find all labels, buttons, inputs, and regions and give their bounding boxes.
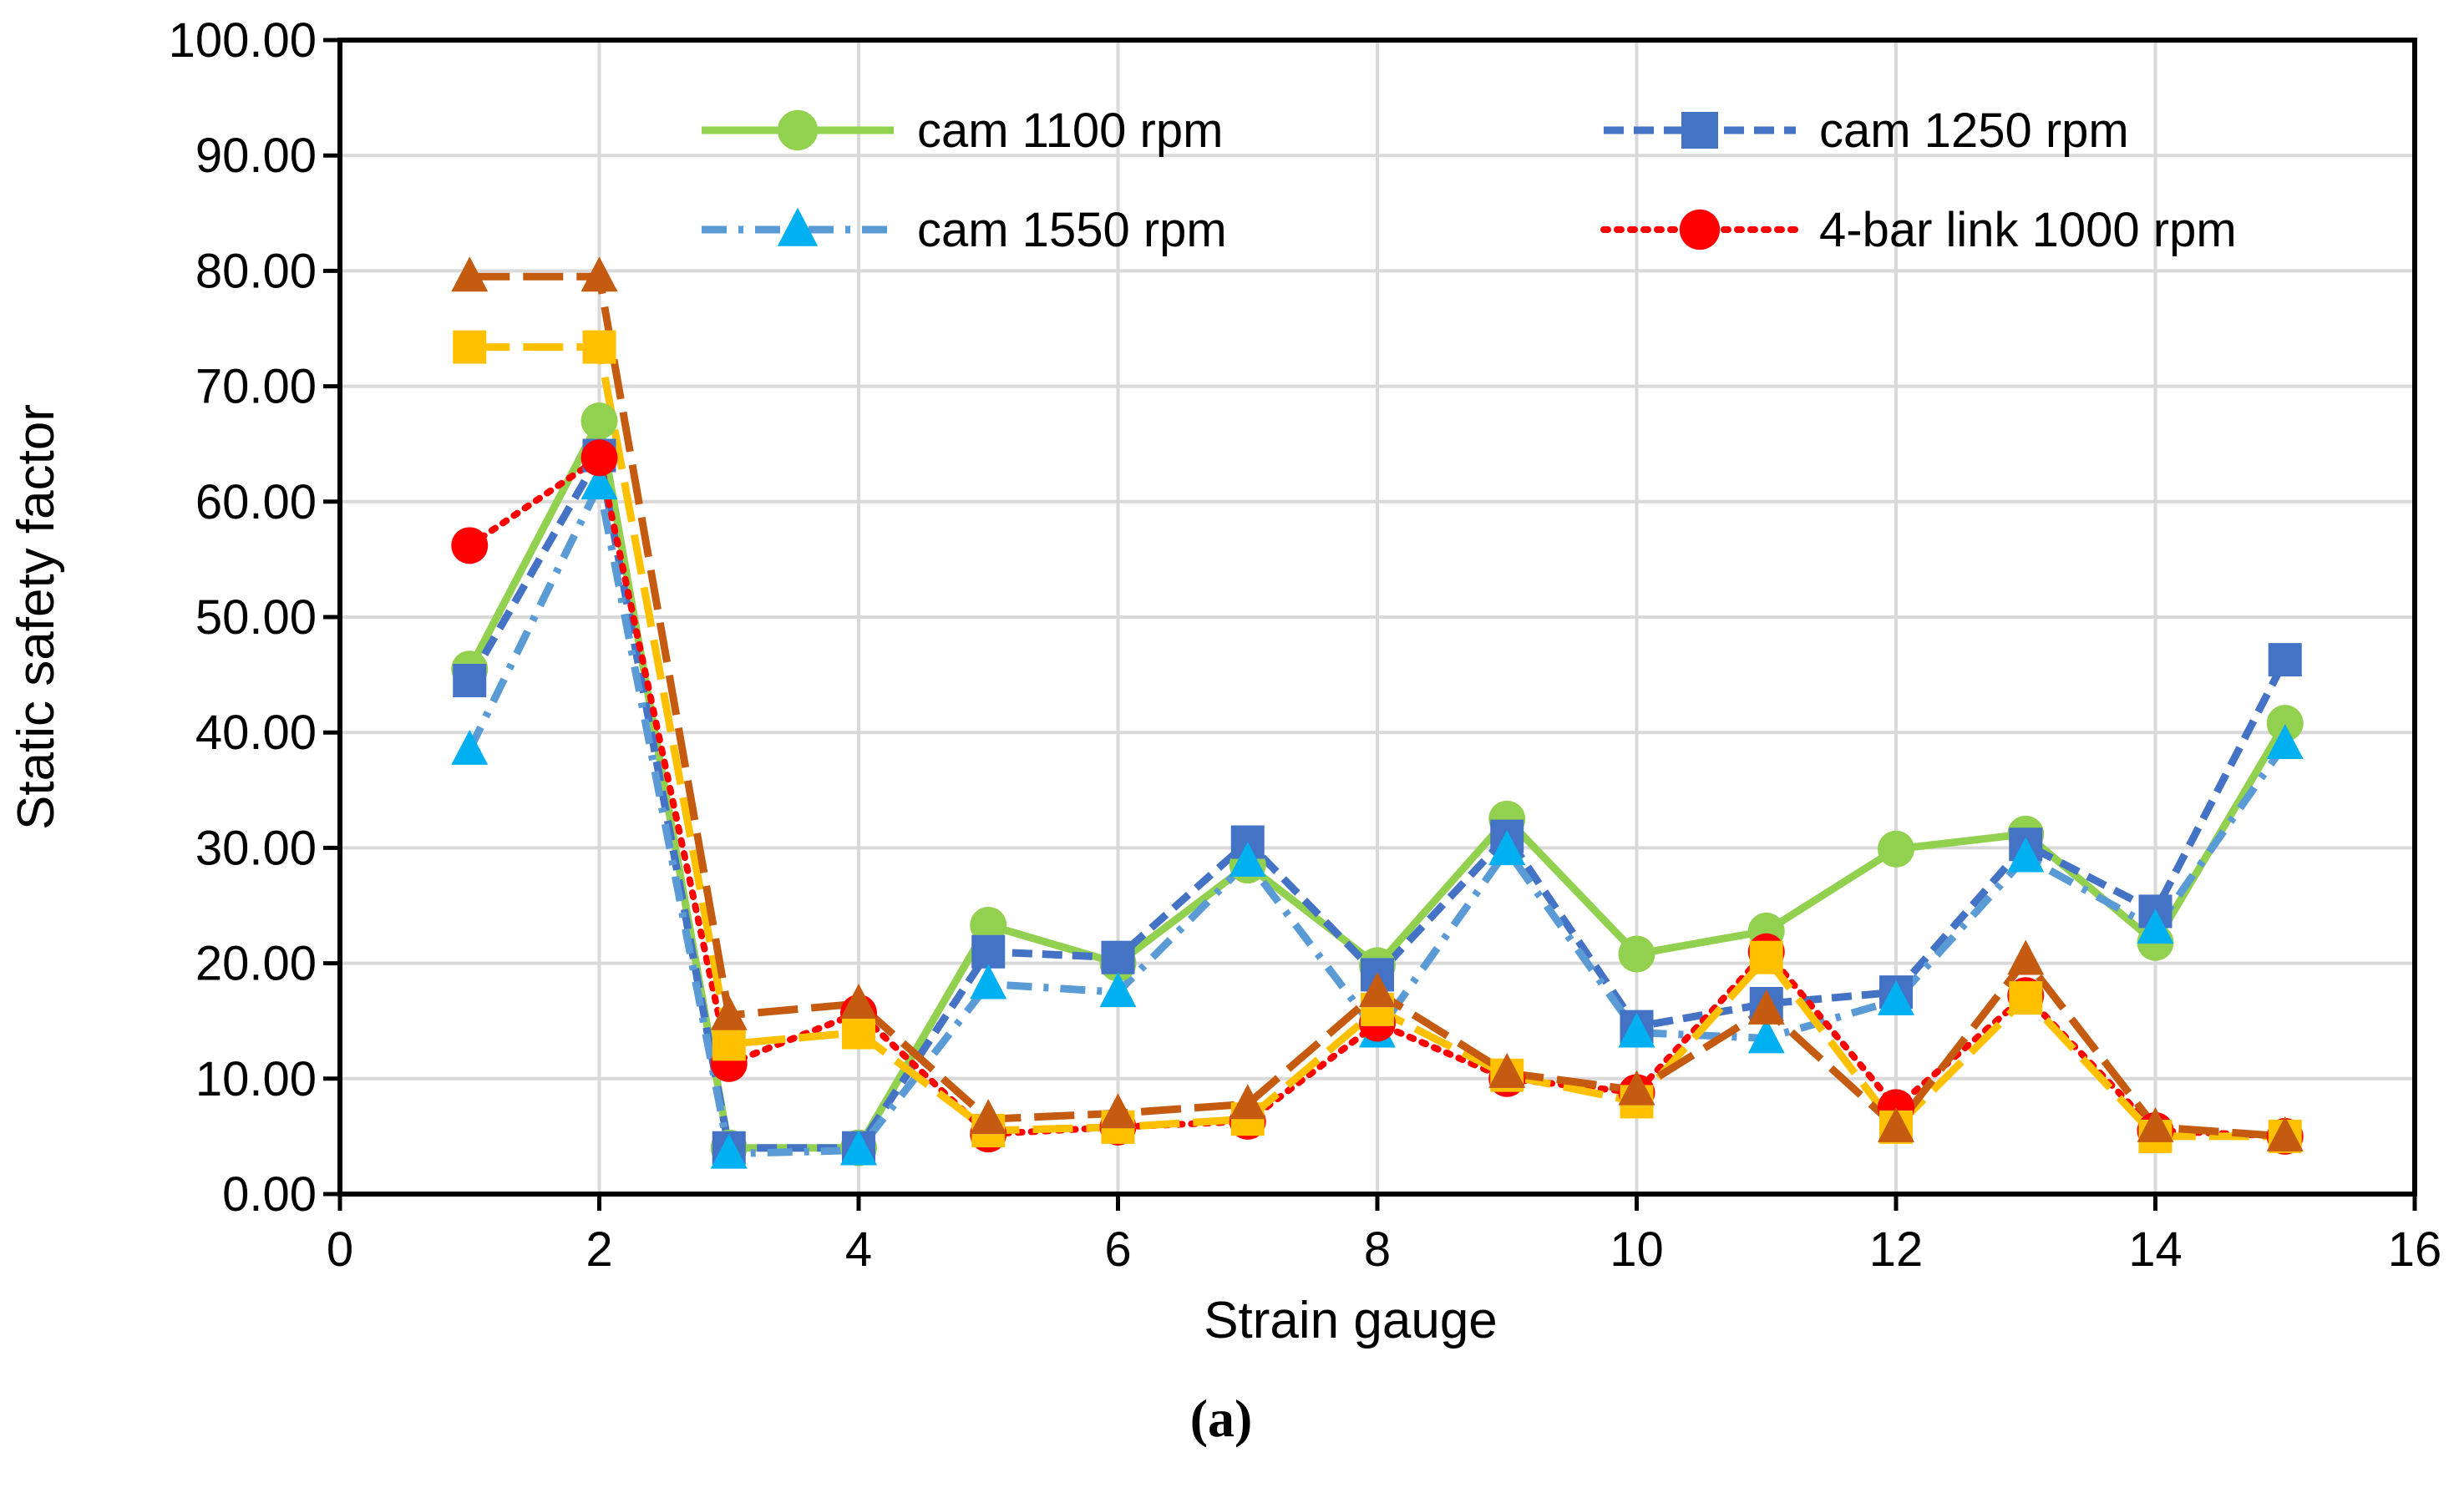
data-point <box>2266 724 2304 760</box>
data-point <box>1747 1018 1785 1054</box>
legend-label: cam 1550 rpm <box>917 203 1227 257</box>
data-point <box>840 1130 877 1166</box>
legend-swatch-marker <box>777 207 819 246</box>
x-tick-label: 16 <box>2388 1222 2442 1277</box>
x-tick-label: 12 <box>1869 1222 1924 1277</box>
data-point <box>453 330 487 364</box>
data-point <box>840 983 877 1019</box>
data-point <box>581 402 618 440</box>
data-point <box>1749 940 1783 974</box>
y-tick-label: 50.00 <box>195 590 317 645</box>
data-point <box>2266 705 2304 742</box>
series-line <box>466 480 2289 1158</box>
y-tick-label: 10.00 <box>195 1052 317 1106</box>
legend-label: cam 1100 rpm <box>917 104 1223 158</box>
x-tick-label: 8 <box>1364 1222 1391 1277</box>
data-point <box>971 934 1006 969</box>
legend: cam 1100 rpm cam 1250 rpm cam 1550 rpm 4-ba… <box>702 104 2237 257</box>
y-tick-label: 30.00 <box>195 821 317 875</box>
data-point <box>1099 972 1137 1008</box>
legend-swatch-marker <box>1681 112 1718 149</box>
data-point <box>1747 989 1785 1025</box>
y-axis-label: Static safety factor <box>8 404 65 830</box>
data-point <box>1618 935 1655 973</box>
data-point <box>1618 1012 1655 1048</box>
y-tick-label: 20.00 <box>195 937 317 991</box>
y-tick-label: 0.00 <box>222 1167 317 1222</box>
legend-label: 4-bar link 1000 rpm <box>1819 203 2237 257</box>
data-point <box>1488 830 1526 866</box>
x-tick-label: 10 <box>1610 1222 1664 1277</box>
data-point <box>451 729 489 765</box>
data-point <box>842 1015 875 1050</box>
x-tick-label: 4 <box>845 1222 872 1277</box>
series-markers <box>451 256 2304 1169</box>
legend-swatch-marker <box>1679 209 1721 251</box>
x-tick-label: 14 <box>2128 1222 2183 1277</box>
data-point <box>970 964 1007 1000</box>
y-tick-label: 100.00 <box>169 13 317 68</box>
data-point <box>1359 972 1396 1008</box>
data-point <box>710 994 748 1030</box>
x-axis-ticks: 0 2 4 6 8 10 12 14 16 <box>327 1194 2441 1277</box>
legend-swatch-marker <box>777 109 819 151</box>
data-point <box>1229 841 1266 877</box>
data-point <box>1099 1093 1137 1129</box>
data-point <box>451 527 489 564</box>
data-point <box>2007 837 2045 873</box>
x-axis-label: Strain gauge <box>1204 1292 1498 1349</box>
data-point <box>2007 939 2045 975</box>
x-tick-label: 6 <box>1104 1222 1131 1277</box>
data-point <box>581 256 618 292</box>
data-point <box>1878 830 1914 868</box>
data-point <box>712 1027 746 1061</box>
y-tick-label: 90.00 <box>195 129 317 183</box>
data-point <box>970 906 1007 944</box>
data-point <box>1618 1070 1655 1106</box>
gridlines <box>340 40 2415 1194</box>
y-axis-ticks: 0.00 10.00 20.00 30.00 40.00 50.00 60.00 70.00 8… <box>169 13 340 1222</box>
y-tick-label: 60.00 <box>195 475 317 529</box>
data-point <box>582 330 616 364</box>
data-point <box>453 664 487 698</box>
data-point <box>1488 1052 1526 1088</box>
x-tick-label: 0 <box>327 1222 353 1277</box>
data-point <box>970 1099 1007 1135</box>
data-point <box>2137 908 2174 944</box>
data-point <box>2009 981 2043 1015</box>
y-tick-label: 80.00 <box>195 244 317 298</box>
data-point <box>1101 940 1135 974</box>
data-point <box>2268 643 2302 677</box>
data-point <box>1878 979 1914 1015</box>
figure-caption: (a) <box>1190 1389 1253 1448</box>
data-point <box>1229 1084 1266 1120</box>
legend-label: cam 1250 rpm <box>1819 104 2129 158</box>
data-point <box>1878 1106 1914 1142</box>
data-point <box>710 1133 748 1169</box>
data-point <box>2266 1116 2304 1151</box>
y-tick-label: 70.00 <box>195 360 317 414</box>
data-point <box>581 439 618 477</box>
data-point <box>2137 1106 2174 1142</box>
data-point <box>581 464 618 500</box>
y-tick-label: 40.00 <box>195 706 317 760</box>
x-tick-label: 2 <box>586 1222 612 1277</box>
data-point <box>451 256 489 292</box>
